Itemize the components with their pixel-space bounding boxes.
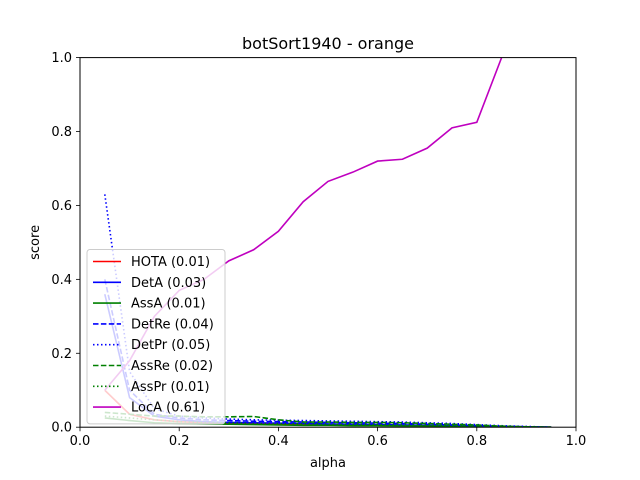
x-tick-label: 0.2 bbox=[169, 434, 190, 449]
y-tick-label: 0.0 bbox=[51, 421, 72, 436]
legend-label-3: DetRe (0.04) bbox=[131, 317, 214, 332]
y-tick-label: 0.4 bbox=[51, 273, 72, 288]
x-tick-label: 0.8 bbox=[466, 434, 487, 449]
legend: HOTA (0.01) DetA (0.03) AssA (0.01) DetRe (… bbox=[86, 249, 226, 425]
series-line-6 bbox=[104, 415, 552, 428]
legend-label-6: AssPr (0.01) bbox=[131, 380, 210, 395]
y-tick-label: 0.6 bbox=[51, 199, 72, 214]
legend-label-0: HOTA (0.01) bbox=[131, 255, 210, 270]
legend-label-1: DetA (0.03) bbox=[131, 276, 206, 291]
y-tick-label: 1.0 bbox=[51, 51, 72, 66]
x-axis-label: alpha bbox=[310, 456, 346, 471]
legend-box bbox=[86, 249, 226, 425]
x-tick-label: 1.0 bbox=[566, 434, 587, 449]
legend-label-5: AssRe (0.02) bbox=[131, 359, 213, 374]
x-axis: 0.0 0.2 0.4 0.6 0.8 1.0 bbox=[70, 427, 587, 449]
x-tick-label: 0.0 bbox=[70, 434, 91, 449]
legend-label-4: DetPr (0.05) bbox=[131, 338, 210, 353]
y-axis-label: score bbox=[28, 225, 43, 260]
y-axis: 0.0 0.2 0.4 0.6 0.8 1.0 bbox=[51, 51, 80, 436]
legend-label-2: AssA (0.01) bbox=[131, 297, 206, 312]
y-tick-label: 0.2 bbox=[51, 347, 72, 362]
legend-label-7: LocA (0.61) bbox=[131, 401, 205, 416]
x-tick-label: 0.6 bbox=[367, 434, 388, 449]
x-tick-label: 0.4 bbox=[268, 434, 289, 449]
y-tick-label: 0.8 bbox=[51, 125, 72, 140]
plot-frame bbox=[79, 57, 577, 428]
chart-title: botSort1940 - orange bbox=[242, 34, 414, 53]
